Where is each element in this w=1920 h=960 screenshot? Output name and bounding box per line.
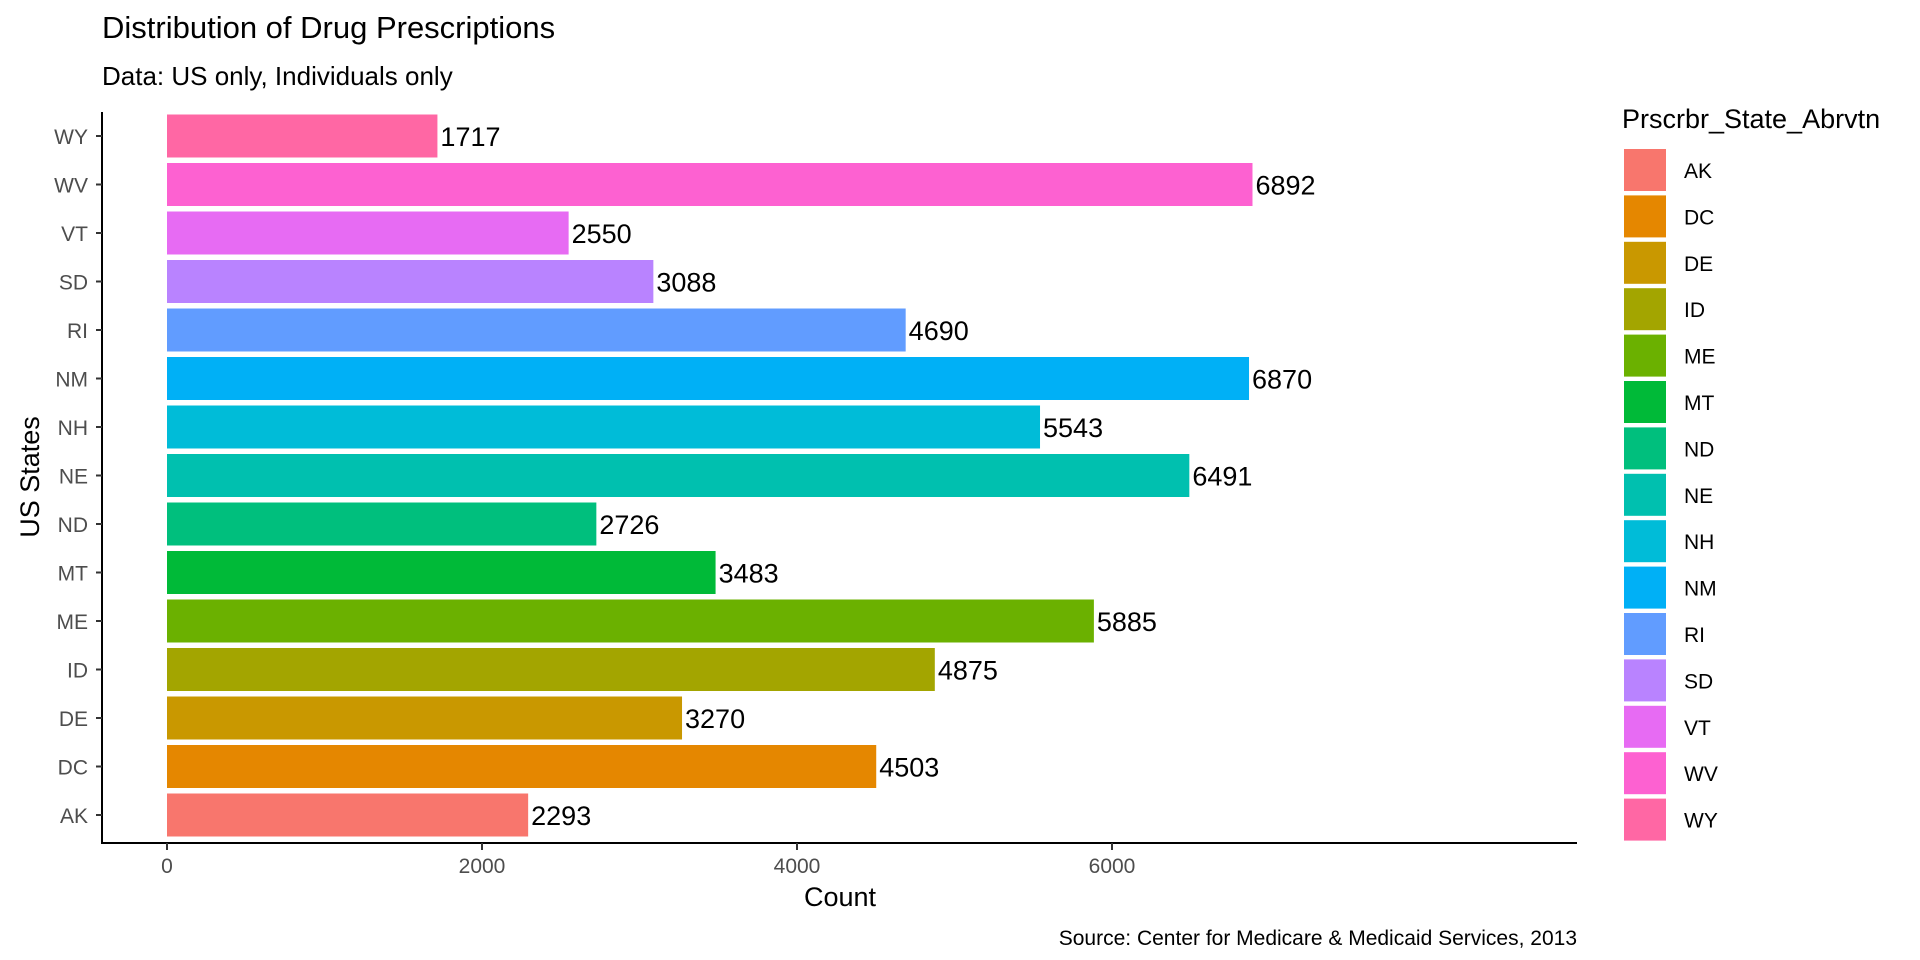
bar-nm — [167, 357, 1250, 400]
bar-ne — [167, 454, 1190, 497]
y-tick-label-ne: NE — [59, 466, 88, 489]
legend-key-vt — [1624, 705, 1666, 748]
bar-de — [167, 696, 683, 740]
data-label-wy: 1717 — [440, 122, 500, 152]
y-tick-label-vt: VT — [61, 223, 88, 246]
chart-caption: Source: Center for Medicare & Medicaid S… — [1059, 927, 1577, 950]
legend-label-vt: VT — [1684, 717, 1711, 740]
legend-key-id — [1624, 288, 1666, 331]
bar-sd — [167, 260, 654, 303]
legend-label-nh: NH — [1684, 531, 1714, 554]
data-label-de: 3270 — [685, 704, 745, 734]
bar-wy — [167, 114, 438, 158]
legend-key-wy — [1624, 798, 1666, 841]
legend-key-nd — [1624, 427, 1666, 470]
y-tick-label-wy: WY — [54, 126, 88, 149]
y-tick-label-me: ME — [57, 611, 89, 634]
x-axis-title: Count — [804, 882, 877, 912]
y-tick-label-wv: WV — [54, 175, 88, 198]
data-label-wv: 6892 — [1255, 171, 1315, 201]
y-axis-title: US States — [15, 416, 45, 538]
legend-label-dc: DC — [1684, 206, 1714, 229]
legend-key-nm — [1624, 566, 1666, 609]
legend-key-nh — [1624, 520, 1666, 563]
bar-id — [167, 648, 935, 691]
chart-title: Distribution of Drug Prescriptions — [102, 10, 555, 45]
legend-label-nm: NM — [1684, 578, 1717, 601]
legend-label-wv: WV — [1684, 763, 1718, 786]
y-tick-label-de: DE — [59, 708, 88, 731]
x-tick-label-4000: 4000 — [774, 855, 821, 878]
bar-ak — [167, 793, 529, 837]
legend-key-mt — [1624, 381, 1666, 423]
legend-title: Prscrbr_State_Abrvtn — [1622, 104, 1880, 134]
legend-key-sd — [1624, 659, 1666, 702]
legend-label-nd: ND — [1684, 438, 1714, 461]
legend: AK DC DE ID ME MT ND NE NH NM RI SD VT WV WY — [1624, 149, 1718, 841]
legend-label-sd: SD — [1684, 670, 1713, 693]
y-tick-label-ri: RI — [67, 320, 88, 343]
y-tick-label-sd: SD — [59, 272, 88, 295]
legend-key-de — [1624, 241, 1666, 284]
x-tick-label-2000: 2000 — [459, 855, 506, 878]
y-tick-label-nh: NH — [58, 417, 88, 440]
x-tick-label-6000: 6000 — [1089, 855, 1136, 878]
data-label-nd: 2726 — [599, 510, 659, 540]
bar-vt — [167, 211, 569, 255]
y-tick-label-id: ID — [67, 660, 88, 683]
y-tick-label-dc: DC — [58, 757, 88, 780]
y-tick-label-mt: MT — [58, 563, 88, 586]
legend-label-de: DE — [1684, 253, 1713, 276]
legend-label-ri: RI — [1684, 624, 1705, 647]
data-label-dc: 4503 — [879, 753, 939, 783]
bar-me — [167, 599, 1094, 643]
legend-label-id: ID — [1684, 299, 1705, 322]
legend-key-ri — [1624, 613, 1666, 655]
y-tick-label-nm: NM — [55, 369, 88, 392]
data-label-me: 5885 — [1097, 607, 1157, 637]
bar-ri — [167, 308, 906, 352]
y-axis-ticks: AK DC DE ID ME MT ND NE NH NM RI SD VT WV WY — [54, 126, 102, 828]
data-label-id: 4875 — [938, 656, 998, 686]
legend-label-wy: WY — [1684, 810, 1718, 833]
x-axis-ticks: 0 2000 4000 6000 — [161, 843, 1135, 878]
data-label-nh: 5543 — [1043, 413, 1103, 443]
data-label-mt: 3483 — [719, 559, 779, 589]
legend-key-dc — [1624, 195, 1666, 238]
bar-nh — [167, 405, 1041, 449]
bar-nd — [167, 502, 597, 546]
legend-key-wv — [1624, 752, 1666, 795]
data-label-ri: 4690 — [909, 316, 969, 346]
legend-key-ne — [1624, 473, 1666, 516]
legend-label-mt: MT — [1684, 392, 1714, 415]
legend-key-me — [1624, 334, 1666, 377]
bar-dc — [167, 745, 877, 788]
data-label-nm: 6870 — [1252, 365, 1312, 395]
data-label-ne: 6491 — [1192, 462, 1252, 492]
y-tick-label-ak: AK — [60, 805, 88, 828]
x-tick-label-0: 0 — [161, 855, 173, 878]
bar-wv — [167, 163, 1253, 206]
chart-subtitle: Data: US only, Individuals only — [102, 61, 453, 91]
y-tick-label-nd: ND — [58, 514, 88, 537]
legend-key-ak — [1624, 149, 1666, 191]
data-label-sd: 3088 — [656, 268, 716, 298]
bar-mt — [167, 551, 716, 594]
legend-label-me: ME — [1684, 346, 1716, 369]
data-label-vt: 2550 — [572, 219, 632, 249]
plot-area: 2293 4503 3270 4875 5885 3483 2726 6491 5543 6870… — [167, 114, 1316, 837]
legend-label-ak: AK — [1684, 160, 1712, 183]
data-label-ak: 2293 — [531, 801, 591, 831]
legend-label-ne: NE — [1684, 485, 1713, 508]
